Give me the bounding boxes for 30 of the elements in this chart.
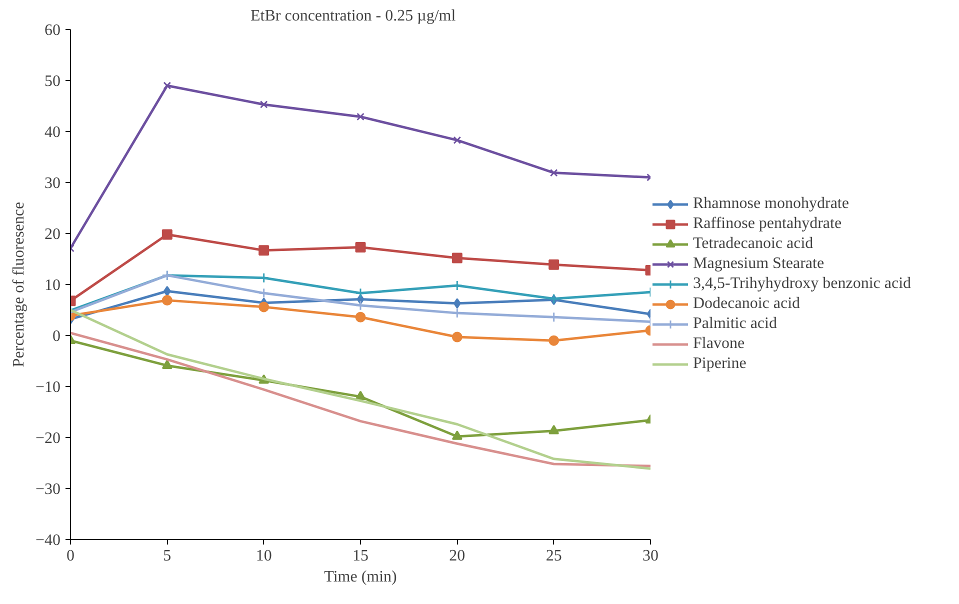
y-tick-label: 10	[44, 277, 60, 294]
x-tick-label: 5	[163, 548, 172, 564]
legend-label: Dodecanoic acid	[693, 295, 800, 313]
x-tick-label: 15	[352, 548, 368, 564]
y-tick-label: −40	[35, 532, 61, 549]
y-tick-label: −10	[35, 379, 61, 396]
legend-label: Magnesium Stearate	[693, 255, 824, 273]
legend-label: Palmitic acid	[693, 315, 777, 333]
y-tick-label: 50	[44, 73, 60, 90]
legend-label: Tetradecanoic acid	[693, 235, 814, 253]
y-tick-label: −30	[35, 481, 61, 498]
x-tick-label: 20	[449, 548, 466, 564]
x-axis-title: Time (min)	[324, 568, 397, 586]
x-tick-label: 10	[256, 548, 272, 564]
legend-label: Raffinose pentahydrate	[693, 215, 842, 233]
legend-label: Flavone	[693, 335, 745, 353]
chart-title: EtBr concentration - 0.25 µg/ml	[250, 8, 456, 24]
y-tick-label: 40	[44, 124, 60, 141]
x-tick-label: 25	[546, 548, 562, 564]
x-tick-label: 30	[642, 548, 658, 564]
legend-label: Rhamnose monohydrate	[693, 195, 849, 213]
y-tick-label: 20	[44, 226, 60, 243]
legend-label: 3,4,5-Trihyhydroxy benzonic acid	[693, 275, 912, 293]
y-tick-label: 30	[44, 175, 60, 192]
x-tick-label: 0	[66, 548, 74, 564]
y-tick-label: −20	[35, 430, 61, 447]
y-tick-label: 0	[52, 328, 60, 345]
y-tick-label: 60	[44, 22, 60, 39]
y-axis-title: Percentage of fluoresence	[10, 202, 28, 368]
legend-label: Piperine	[693, 355, 746, 373]
